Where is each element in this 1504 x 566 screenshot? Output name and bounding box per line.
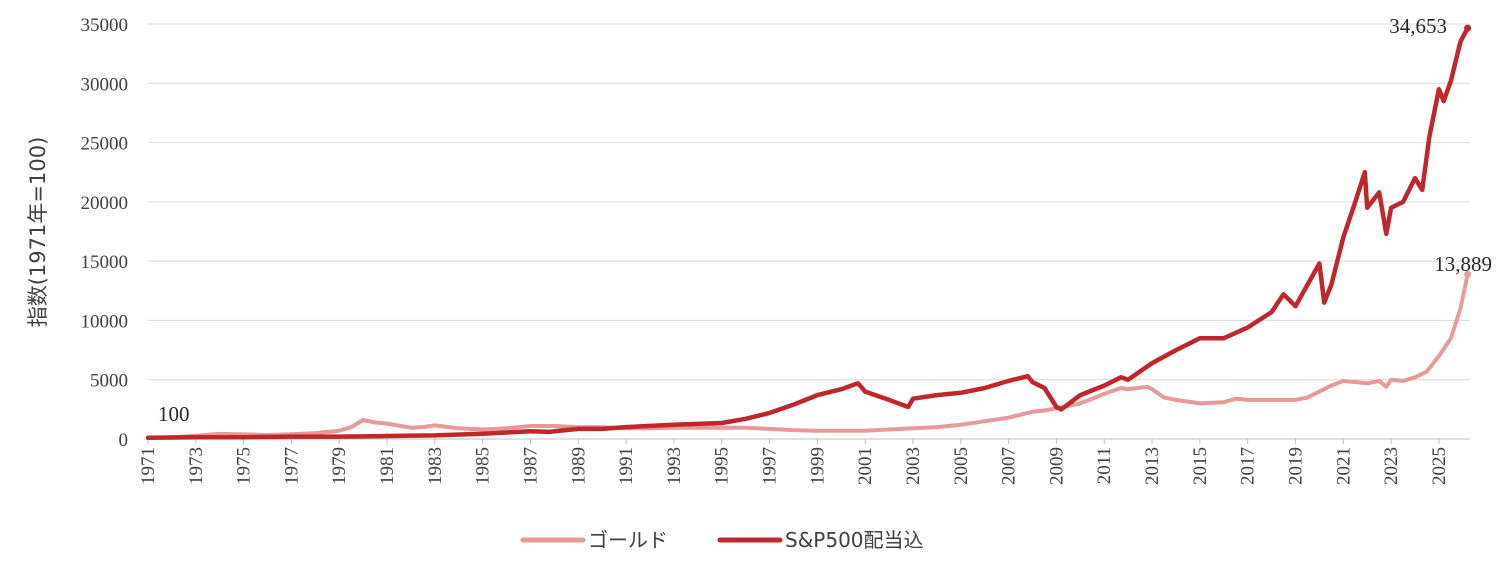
x-tick-label: 1997 — [760, 447, 781, 485]
x-tick-label: 1995 — [712, 447, 733, 485]
x-tick-label: 2001 — [855, 447, 876, 485]
x-tick-label: 2005 — [951, 447, 972, 485]
y-tick-label: 30000 — [81, 74, 129, 95]
x-tick-label: 1977 — [281, 447, 302, 485]
x-tick-label: 1983 — [425, 447, 446, 485]
y-tick-label: 25000 — [81, 134, 129, 155]
y-tick-label: 0 — [119, 430, 129, 451]
x-tick-label: 2021 — [1333, 447, 1354, 485]
series-line-sp500 — [145, 25, 1470, 441]
x-tick-label: 1985 — [473, 447, 494, 485]
legend-label-sp500: S&P500配当込 — [785, 528, 924, 552]
x-tick-label: 2013 — [1142, 447, 1163, 485]
x-tick-label: 2009 — [1046, 447, 1067, 485]
x-tick-label: 2017 — [1238, 447, 1259, 485]
x-tick-label: 2007 — [999, 447, 1020, 485]
x-tick-label: 1989 — [568, 447, 589, 485]
x-tick-label: 2011 — [1094, 447, 1115, 484]
x-tick-label: 1993 — [664, 447, 685, 485]
series-line-gold — [146, 272, 1470, 440]
x-axis-ticks: 1971 1973 1975 1977 1979 1981 1983 1985 1987 1989… — [138, 439, 1450, 485]
y-tick-label: 35000 — [81, 15, 129, 36]
y-axis-label: 指数(1971年=100) — [26, 137, 50, 328]
legend-label-gold: ゴールド — [588, 528, 668, 552]
y-tick-label: 20000 — [81, 193, 129, 214]
x-tick-label: 1971 — [138, 447, 159, 485]
x-tick-label: 2015 — [1190, 447, 1211, 485]
y-tick-label: 10000 — [81, 311, 129, 332]
x-tick-label: 2025 — [1429, 447, 1450, 485]
series-end-point-sp500 — [1464, 24, 1472, 32]
x-tick-label: 1973 — [186, 447, 207, 485]
annotation-sp500-end-value: 34,653 — [1389, 14, 1447, 38]
x-tick-label: 1979 — [329, 447, 350, 485]
series-end-point-gold — [1464, 270, 1472, 278]
legend: ゴールド S&P500配当込 — [520, 528, 924, 552]
x-tick-label: 2019 — [1285, 447, 1306, 485]
annotation-start-value: 100 — [158, 402, 190, 426]
annotation-gold-end-value: 13,889 — [1434, 252, 1492, 276]
y-tick-label: 15000 — [81, 252, 129, 273]
x-tick-label: 1987 — [520, 447, 541, 485]
series-lines — [145, 24, 1472, 441]
x-tick-label: 2023 — [1381, 447, 1402, 485]
x-tick-label: 2003 — [903, 447, 924, 485]
y-axis-ticks: 0 5000 10000 15000 20000 25000 30000 35000 — [81, 15, 129, 451]
x-tick-label: 1975 — [234, 447, 255, 485]
x-tick-label: 1991 — [616, 447, 637, 485]
x-tick-label: 1981 — [377, 447, 398, 485]
grid-lines — [148, 23, 1470, 381]
y-tick-label: 5000 — [90, 371, 128, 392]
x-tick-label: 1999 — [807, 447, 828, 485]
